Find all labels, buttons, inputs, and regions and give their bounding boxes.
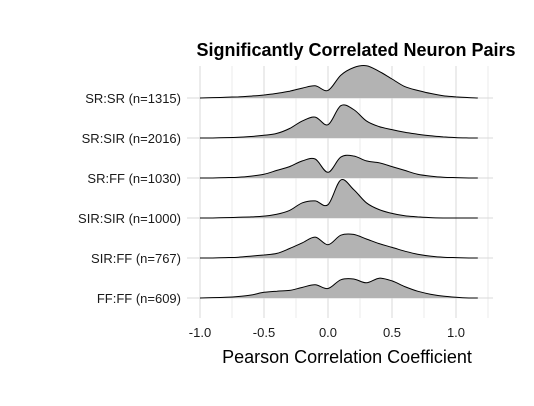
ridge-fill [200, 233, 478, 259]
ridge-fill [200, 104, 478, 139]
ridge-outline [199, 233, 478, 259]
x-tick-label: 0.5 [383, 325, 401, 340]
ridge-series [199, 104, 478, 139]
row-label: SIR:FF (n=767) [91, 251, 181, 266]
ridge-outline [199, 154, 478, 179]
ridge-fill [200, 65, 478, 98]
ridges [199, 65, 478, 299]
x-axis-title: Pearson Correlation Coefficient [222, 347, 472, 367]
ridge-outline [199, 104, 478, 139]
x-tick-labels: -1.0 -0.5 0.0 0.5 1.0 [189, 325, 465, 340]
chart-title: Significantly Correlated Neuron Pairs [196, 40, 515, 60]
row-label: FF:FF (n=609) [97, 291, 181, 306]
ridge-fill [200, 179, 478, 219]
row-label: SIR:SIR (n=1000) [78, 211, 181, 226]
ridge-series [199, 65, 478, 99]
x-tick-label: -0.5 [253, 325, 275, 340]
x-tick-label: 0.0 [319, 325, 337, 340]
row-label: SR:SR (n=1315) [85, 91, 181, 106]
ridge-outline [199, 277, 478, 299]
x-tick-label: -1.0 [189, 325, 211, 340]
ridge-series [199, 179, 478, 219]
ridge-fill [200, 278, 478, 299]
ridge-outline [199, 65, 478, 99]
ridge-series [199, 233, 478, 259]
row-labels: SR:SR (n=1315) SR:SIR (n=2016) SR:FF (n=10… [78, 91, 181, 306]
row-label: SR:FF (n=1030) [87, 171, 181, 186]
ridge-fill [200, 155, 478, 179]
row-label: SR:SIR (n=2016) [82, 131, 181, 146]
ridge-outline [199, 179, 478, 219]
x-tick-label: 1.0 [447, 325, 465, 340]
ridge-series [199, 277, 478, 299]
ridge-series [199, 154, 478, 179]
